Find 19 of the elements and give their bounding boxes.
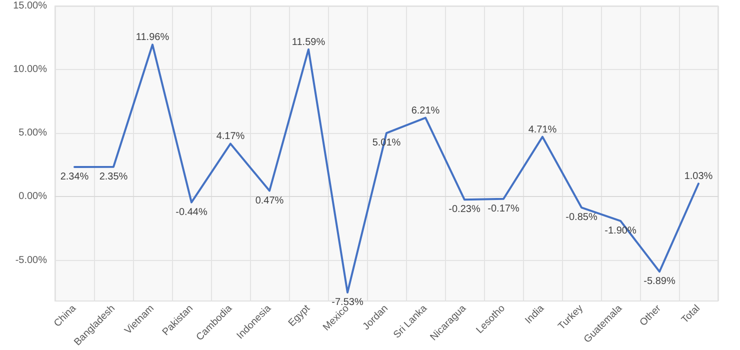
data-label: 11.96%	[136, 32, 170, 44]
y-tick-label: 5.00%	[18, 128, 48, 139]
y-tick-label: 10.00%	[13, 64, 48, 76]
data-label: 6.21%	[411, 105, 440, 116]
data-label: 1.03%	[684, 171, 713, 182]
data-label: -0.17%	[488, 203, 520, 214]
data-label: 11.59%	[292, 36, 326, 48]
data-label: -0.85%	[566, 212, 598, 224]
data-label: 4.17%	[216, 131, 245, 142]
y-tick-label: 15.00%	[13, 0, 48, 12]
data-label: 2.35%	[99, 171, 128, 182]
data-label: -5.89%	[644, 276, 676, 288]
data-label: 2.34%	[60, 171, 89, 182]
y-tick-label: -5.00%	[15, 254, 48, 266]
data-label: -0.23%	[448, 204, 480, 216]
data-label: 4.71%	[528, 124, 557, 136]
data-label: -0.44%	[176, 206, 208, 218]
data-label: 0.47%	[255, 195, 284, 206]
y-tick-label: 0.00%	[18, 191, 48, 202]
